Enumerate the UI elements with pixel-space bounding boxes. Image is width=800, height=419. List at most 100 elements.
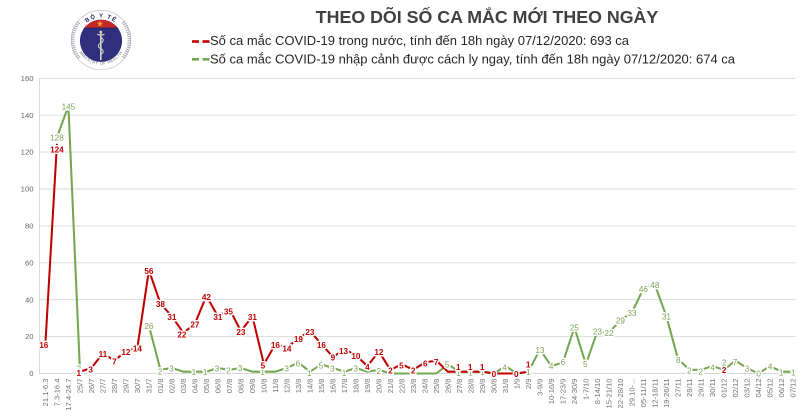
svg-text:0: 0 — [756, 369, 761, 378]
svg-text:3: 3 — [353, 365, 358, 374]
svg-text:1-7/10: 1-7/10 — [582, 379, 591, 401]
svg-text:03/12: 03/12 — [743, 379, 752, 398]
svg-text:28/8: 28/8 — [467, 379, 476, 394]
svg-text:5: 5 — [261, 361, 266, 370]
svg-text:1: 1 — [456, 369, 461, 378]
svg-text:18/8: 18/8 — [352, 379, 361, 394]
svg-text:29.10-...: 29.10-... — [628, 379, 637, 407]
svg-text:80: 80 — [25, 222, 34, 231]
svg-text:12-18/11: 12-18/11 — [651, 379, 660, 408]
svg-text:16: 16 — [271, 341, 281, 350]
svg-text:28/11: 28/11 — [685, 379, 694, 397]
svg-text:31: 31 — [213, 313, 223, 322]
svg-text:48: 48 — [650, 281, 660, 290]
svg-text:33: 33 — [627, 309, 637, 318]
svg-text:1: 1 — [192, 368, 197, 377]
svg-text:3: 3 — [215, 364, 220, 373]
svg-text:27/8: 27/8 — [455, 379, 464, 394]
svg-text:3: 3 — [238, 364, 243, 373]
svg-text:14: 14 — [282, 345, 292, 354]
svg-text:5: 5 — [319, 362, 324, 371]
svg-text:15/8: 15/8 — [317, 379, 326, 394]
svg-text:7: 7 — [434, 358, 439, 367]
svg-text:05-11/11: 05-11/11 — [639, 379, 648, 408]
svg-text:01/12: 01/12 — [720, 379, 729, 398]
svg-text:3: 3 — [330, 365, 335, 374]
svg-text:11: 11 — [99, 350, 108, 359]
svg-text:Số ca mắc COVID-19 nhập cảnh đ: Số ca mắc COVID-19 nhập cảnh được cách l… — [210, 52, 736, 67]
svg-text:24-30/9: 24-30/9 — [570, 379, 579, 405]
svg-text:27/11: 27/11 — [674, 379, 683, 397]
svg-text:02/12: 02/12 — [731, 379, 740, 398]
svg-text:1: 1 — [203, 368, 208, 377]
svg-text:20: 20 — [25, 332, 34, 341]
svg-text:4: 4 — [768, 363, 773, 372]
svg-text:22/8: 22/8 — [398, 379, 407, 394]
svg-text:04/8: 04/8 — [191, 379, 200, 394]
svg-text:10-16/9: 10-16/9 — [547, 379, 556, 405]
svg-text:26: 26 — [144, 322, 154, 331]
svg-text:100: 100 — [21, 185, 34, 194]
svg-text:6: 6 — [561, 358, 566, 367]
svg-text:6: 6 — [296, 360, 301, 369]
svg-text:22-28/10: 22-28/10 — [616, 379, 625, 409]
svg-text:03/8: 03/8 — [179, 379, 188, 394]
svg-text:21.1-6.3: 21.1-6.3 — [41, 379, 50, 407]
svg-text:13: 13 — [339, 347, 349, 356]
svg-text:60: 60 — [25, 258, 34, 267]
svg-text:8-14/10: 8-14/10 — [593, 379, 602, 405]
svg-text:4: 4 — [710, 364, 715, 373]
svg-text:02/8: 02/8 — [168, 379, 177, 394]
svg-text:9: 9 — [331, 354, 336, 363]
svg-text:1: 1 — [779, 369, 784, 378]
svg-text:1: 1 — [480, 363, 485, 372]
svg-text:2/9: 2/9 — [524, 379, 533, 390]
svg-text:11/8: 11/8 — [271, 379, 280, 393]
svg-text:6: 6 — [423, 359, 428, 368]
svg-text:06/8: 06/8 — [214, 379, 223, 394]
svg-text:40: 40 — [25, 295, 34, 304]
svg-text:2: 2 — [388, 366, 393, 375]
svg-text:25: 25 — [570, 324, 580, 333]
svg-text:31/7: 31/7 — [145, 379, 154, 394]
svg-text:23/8: 23/8 — [409, 379, 418, 394]
svg-text:124: 124 — [50, 146, 64, 155]
svg-text:120: 120 — [21, 148, 34, 157]
svg-text:3-9/9: 3-9/9 — [536, 379, 545, 396]
svg-text:2: 2 — [377, 367, 382, 376]
svg-text:3: 3 — [284, 365, 289, 374]
svg-text:1: 1 — [307, 369, 312, 378]
svg-text:13/8: 13/8 — [294, 379, 303, 394]
svg-text:5: 5 — [583, 360, 588, 369]
svg-text:0: 0 — [492, 370, 497, 379]
svg-text:10/8: 10/8 — [260, 379, 269, 394]
svg-text:31/8: 31/8 — [501, 379, 510, 394]
svg-text:12: 12 — [374, 348, 384, 357]
svg-text:07/8: 07/8 — [225, 379, 234, 394]
svg-text:29/8: 29/8 — [478, 379, 487, 394]
svg-text:31: 31 — [662, 313, 672, 322]
svg-text:23: 23 — [593, 327, 603, 336]
svg-text:08/8: 08/8 — [237, 379, 246, 394]
svg-text:07/12: 07/12 — [789, 379, 798, 398]
svg-text:1: 1 — [260, 368, 265, 377]
svg-text:22: 22 — [604, 329, 614, 338]
svg-text:1: 1 — [791, 369, 796, 378]
svg-text:2: 2 — [699, 368, 704, 377]
svg-text:145: 145 — [62, 102, 76, 111]
svg-text:30/11: 30/11 — [708, 379, 717, 397]
svg-text:3: 3 — [745, 365, 750, 374]
svg-text:7.3-16.4: 7.3-16.4 — [53, 379, 62, 407]
svg-text:12/8: 12/8 — [283, 379, 292, 394]
svg-text:1: 1 — [342, 369, 347, 378]
svg-text:29/7: 29/7 — [122, 379, 131, 394]
svg-text:26/7: 26/7 — [87, 379, 96, 394]
svg-text:27/7: 27/7 — [99, 379, 108, 394]
svg-text:2: 2 — [722, 366, 727, 375]
svg-text:1: 1 — [526, 361, 531, 370]
svg-text:29/11: 29/11 — [697, 379, 706, 397]
svg-text:16: 16 — [317, 341, 327, 350]
svg-text:14: 14 — [133, 345, 143, 354]
svg-text:05/8: 05/8 — [202, 379, 211, 394]
svg-text:14/8: 14/8 — [306, 379, 315, 394]
